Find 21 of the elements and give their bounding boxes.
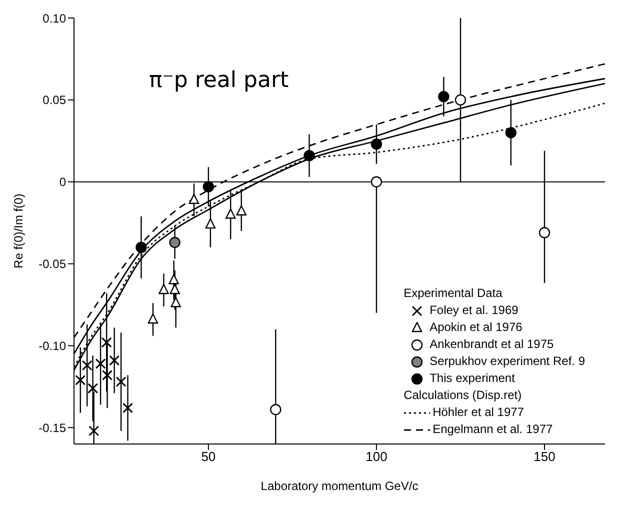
legend-label: Engelmann et al. 1977	[432, 421, 553, 438]
y-tick-label: 0	[59, 175, 66, 190]
y-tick-label: 0.05	[42, 93, 66, 108]
legend-label: Serpukhov experiment Ref. 9	[430, 353, 585, 370]
y-tick-label: 0.10	[42, 11, 66, 26]
x-tick-label: 100	[366, 449, 388, 464]
annotation: Calculations (Disp.ret)	[404, 387, 523, 404]
legend-label: Apokin et al 1976	[430, 319, 522, 336]
legend-title: Experimental Data	[404, 285, 504, 302]
legend-label: This experiment	[430, 370, 515, 387]
x-tick-label: 150	[534, 449, 556, 464]
y-tick-label: -0.10	[38, 338, 66, 353]
y-tick-label: -0.05	[38, 257, 66, 272]
y-tick-label: -0.15	[38, 420, 66, 435]
text: π⁻p real part	[149, 68, 289, 93]
legend-label: Höhler et al 1977	[432, 404, 524, 421]
legend-label: Ankenbrandt et al 1975	[430, 336, 554, 353]
x-tick-label: 50	[201, 449, 216, 464]
x-axis-title: Laboratory momentum GeV/c	[260, 479, 418, 493]
y-axis-title: Re f(0)/Im f(0)	[11, 194, 26, 268]
legend-label: Foley et al. 1969	[430, 302, 518, 319]
